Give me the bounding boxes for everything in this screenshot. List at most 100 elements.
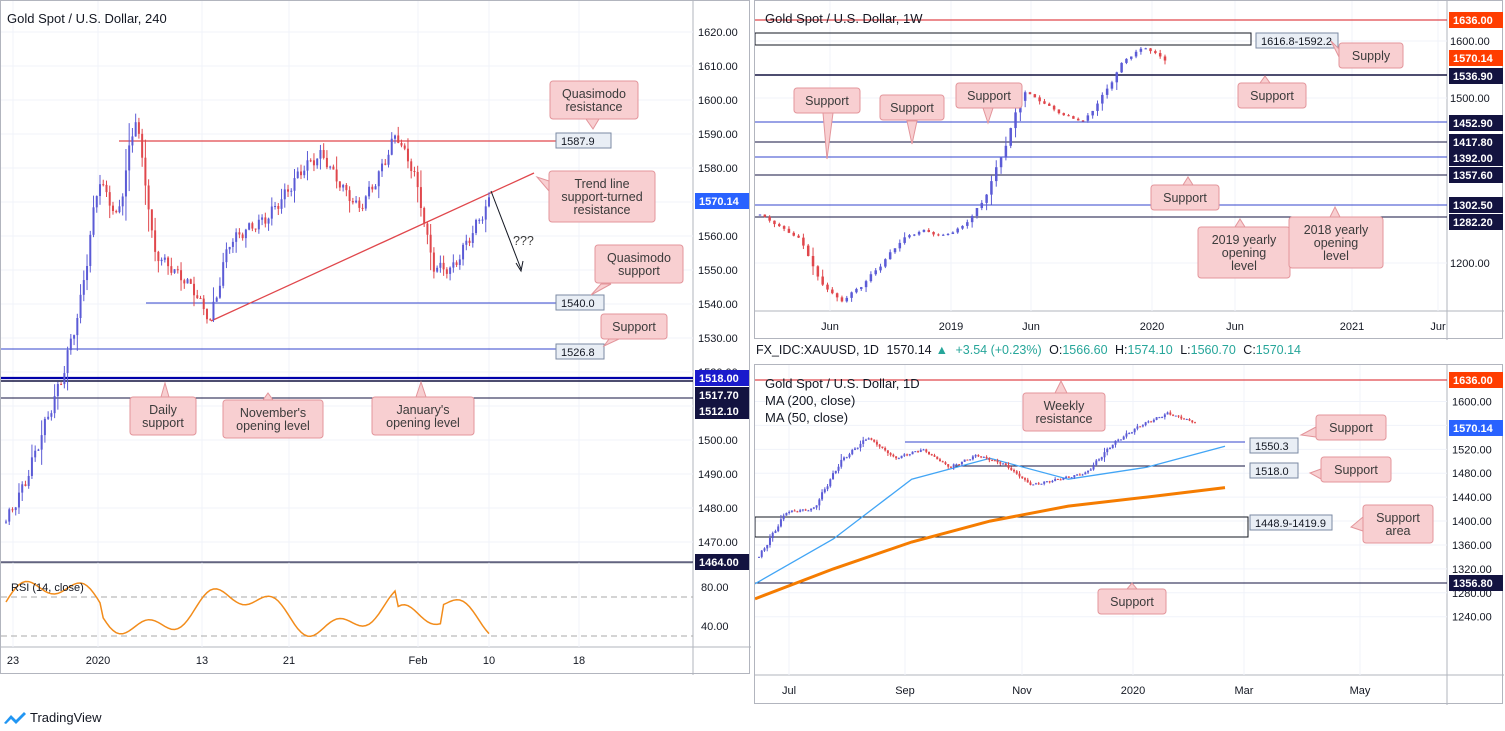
svg-text:opening level: opening level bbox=[236, 419, 310, 433]
weekly-candle-body bbox=[802, 237, 805, 246]
daily-x-tick: Jul bbox=[782, 685, 796, 697]
weekly-x-tick: Jun bbox=[1226, 321, 1244, 333]
daily-candle-body bbox=[999, 462, 1002, 464]
up-arrow-icon: ▲ bbox=[935, 343, 948, 357]
svg-text:Supply: Supply bbox=[1352, 49, 1391, 63]
h4-candle-body bbox=[368, 186, 371, 197]
daily-chart-panel[interactable]: Gold Spot / U.S. Dollar, 1D MA (200, clo… bbox=[754, 364, 1504, 705]
svg-text:support: support bbox=[618, 264, 660, 278]
weekly-candle-body bbox=[903, 237, 906, 243]
h4-candle-body bbox=[277, 206, 280, 209]
daily-candle-body bbox=[1155, 417, 1158, 420]
h4-candle-body bbox=[105, 184, 108, 193]
daily-candle-body bbox=[1004, 463, 1007, 466]
h4-candle-body bbox=[403, 145, 406, 149]
h4-candle-body bbox=[397, 135, 400, 143]
weekly-candle-body bbox=[956, 228, 959, 233]
weekly-candle-body bbox=[1028, 92, 1032, 95]
h4-candle-body bbox=[371, 186, 374, 190]
weekly-candle-body bbox=[884, 259, 887, 267]
tradingview-brand[interactable]: TradingView bbox=[4, 710, 102, 725]
weekly-candle-body bbox=[970, 215, 974, 223]
weekly-candle-body bbox=[975, 208, 979, 216]
weekly-x-tick: Jun bbox=[1022, 321, 1040, 333]
h4-candle-body bbox=[251, 223, 254, 229]
daily-x-tick: Sep bbox=[895, 685, 915, 697]
daily-candle-body bbox=[996, 460, 999, 463]
h4-candle-body bbox=[475, 219, 478, 234]
svg-text:1636.00: 1636.00 bbox=[1453, 15, 1493, 27]
h4-chart-panel[interactable]: Gold Spot / U.S. Dollar, 240 RSI (14, cl… bbox=[0, 0, 751, 675]
daily-candle-body bbox=[903, 454, 906, 456]
daily-candle-body bbox=[1180, 416, 1183, 419]
daily-candle-body bbox=[895, 456, 898, 459]
daily-candle-body bbox=[884, 448, 887, 451]
svg-text:resistance: resistance bbox=[566, 100, 623, 114]
h4-candles bbox=[5, 113, 490, 526]
h4-candle-body bbox=[212, 301, 215, 320]
daily-candle-body bbox=[1059, 479, 1062, 481]
weekly-price-tag: 1570.14 bbox=[1449, 50, 1503, 66]
h4-candle-body bbox=[293, 178, 296, 191]
supply-zone-label: 1616.8-1592.2 bbox=[1255, 32, 1339, 49]
weekly-candle-body bbox=[941, 234, 945, 236]
weekly-candle-body bbox=[778, 224, 781, 227]
weekly-candle-body bbox=[773, 220, 776, 225]
weekly-candle-body bbox=[1110, 82, 1114, 89]
h4-candle-body bbox=[131, 136, 134, 146]
daily-candle-body bbox=[925, 449, 928, 452]
h4-chart-svg[interactable]: Gold Spot / U.S. Dollar, 240 RSI (14, cl… bbox=[1, 1, 751, 675]
daily-candle-body bbox=[810, 508, 813, 511]
daily-chart-svg[interactable]: Gold Spot / U.S. Dollar, 1D MA (200, clo… bbox=[755, 365, 1504, 705]
daily-candle-body bbox=[771, 532, 774, 538]
ma50-line bbox=[755, 445, 1226, 585]
daily-candle-body bbox=[958, 464, 961, 466]
daily-candle-body bbox=[941, 461, 944, 463]
weekly-chart-panel[interactable]: Gold Spot / U.S. Dollar, 1W 1600.00 1500.… bbox=[754, 0, 1504, 340]
h4-candle-body bbox=[478, 219, 481, 221]
daily-candle-body bbox=[1081, 474, 1084, 476]
weekly-chart-svg[interactable]: Gold Spot / U.S. Dollar, 1W 1600.00 1500.… bbox=[755, 1, 1504, 340]
h4-candle-body bbox=[95, 196, 98, 208]
h4-candle-body bbox=[439, 262, 442, 268]
h4-candle-body bbox=[355, 200, 358, 203]
weekly-candle-body bbox=[850, 292, 853, 298]
daily-candle-body bbox=[1188, 419, 1191, 421]
h4-candle-body bbox=[92, 207, 95, 235]
weekly-y-tick: 1500.00 bbox=[1450, 93, 1490, 105]
weekly-candle-body bbox=[831, 289, 834, 294]
daily-candle-body bbox=[906, 454, 909, 456]
weekly-candle-body bbox=[990, 181, 993, 195]
h4-candle-body bbox=[37, 449, 40, 451]
daily-candle-body bbox=[1087, 470, 1090, 473]
daily-candle-body bbox=[1108, 448, 1111, 450]
h4-candle-body bbox=[86, 265, 89, 281]
weekly-candle-body bbox=[869, 274, 873, 282]
h4-y-tick: 1600.00 bbox=[698, 95, 738, 107]
h4-candle-body bbox=[406, 148, 409, 162]
svg-text:1570.14: 1570.14 bbox=[1453, 53, 1494, 65]
h4-candle-body bbox=[14, 507, 17, 511]
annotation-support-1518: Support bbox=[1308, 456, 1392, 483]
svg-text:1536.90: 1536.90 bbox=[1453, 71, 1493, 83]
daily-candle-body bbox=[1117, 439, 1120, 441]
svg-text:1448.9-1419.9: 1448.9-1419.9 bbox=[1255, 518, 1326, 530]
svg-text:1587.9: 1587.9 bbox=[561, 136, 595, 148]
h4-candle-body bbox=[193, 283, 196, 296]
svg-text:1526.8: 1526.8 bbox=[561, 347, 595, 359]
svg-text:1357.60: 1357.60 bbox=[1453, 170, 1493, 182]
weekly-candle-body bbox=[1154, 51, 1157, 54]
weekly-candle-body bbox=[1139, 48, 1143, 52]
daily-candle-body bbox=[914, 451, 917, 453]
h4-candle-body bbox=[442, 262, 445, 270]
h4-candle-body bbox=[393, 135, 396, 139]
daily-candle-body bbox=[1078, 474, 1081, 476]
h4-candle-body bbox=[361, 207, 364, 209]
h4-candle-body bbox=[205, 309, 208, 320]
svg-text:1616.8-1592.2: 1616.8-1592.2 bbox=[1261, 36, 1332, 48]
h4-candle-body bbox=[189, 279, 192, 284]
h4-candle-body bbox=[264, 217, 267, 224]
